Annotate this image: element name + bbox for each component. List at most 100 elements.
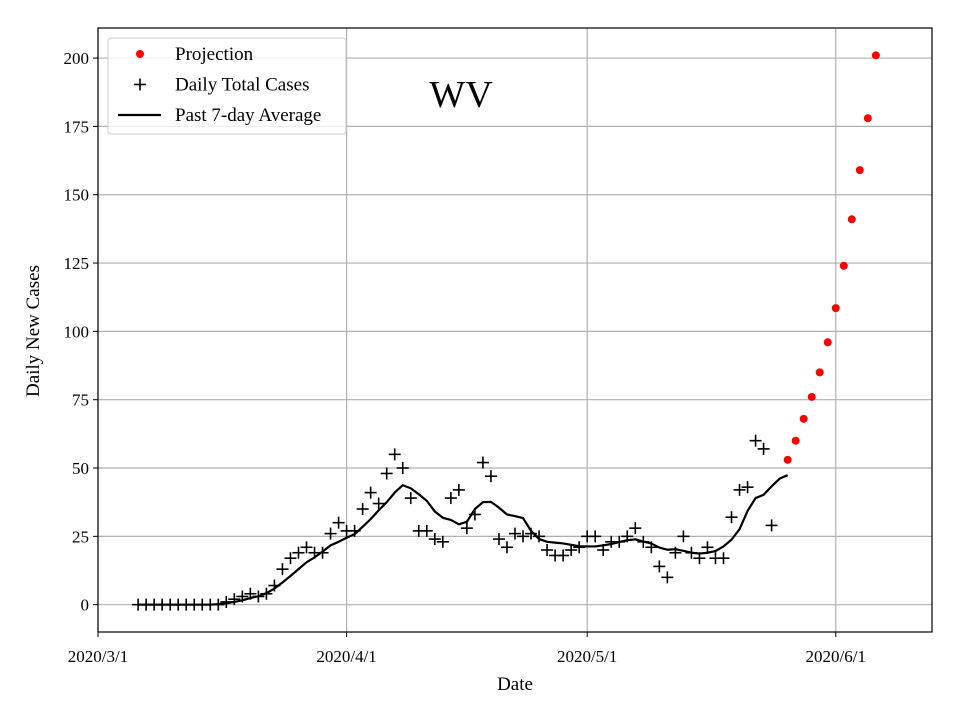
daily-case-marker [348, 524, 361, 537]
daily-case-marker [332, 516, 345, 529]
daily-case-marker [733, 483, 746, 496]
legend-label: Daily Total Cases [175, 75, 309, 96]
daily-case-marker [468, 508, 481, 521]
daily-case-marker [396, 462, 409, 475]
daily-case-marker [693, 552, 706, 565]
daily-case-marker [500, 541, 513, 554]
daily-case-marker [236, 590, 249, 603]
x-axis-label: Date [497, 674, 533, 695]
projection-point [783, 455, 792, 464]
daily-case-marker [597, 544, 610, 557]
daily-case-marker [661, 571, 674, 584]
plot-area-frame [97, 27, 933, 633]
x-tick-label: 2020/6/1 [806, 647, 866, 666]
daily-case-marker [260, 587, 273, 600]
daily-case-marker [356, 503, 369, 516]
daily-case-marker [476, 456, 489, 469]
legend-cases-marker [134, 78, 146, 91]
daily-case-marker [517, 530, 530, 543]
daily-case-marker [492, 533, 505, 546]
x-tick-label: 2020/5/1 [557, 647, 617, 666]
daily-case-marker [749, 434, 762, 447]
x-tick-label: 2020/4/1 [316, 647, 376, 666]
daily-case-marker [484, 470, 497, 483]
marker-layer [132, 51, 880, 611]
daily-case-marker [637, 535, 650, 548]
daily-case-marker [765, 519, 778, 532]
projection-point [799, 414, 808, 423]
y-tick-label: 75 [72, 391, 89, 410]
projection-point [831, 304, 840, 313]
projection-point [815, 368, 824, 377]
daily-case-marker [212, 598, 225, 611]
daily-case-marker [428, 533, 441, 546]
average-line [138, 474, 789, 606]
y-tick-label: 200 [64, 49, 90, 68]
daily-case-marker [509, 527, 521, 540]
y-tick-label: 50 [72, 459, 89, 478]
daily-case-marker [436, 535, 449, 548]
legend-entries: Projection Daily Total Cases Past 7-day Av… [118, 44, 321, 126]
y-tick-label: 0 [81, 596, 90, 615]
daily-case-marker [284, 552, 297, 565]
daily-case-marker [685, 546, 698, 559]
daily-case-marker [621, 530, 634, 543]
daily-case-marker [541, 544, 554, 557]
y-tick-label: 150 [64, 186, 90, 205]
legend-label: Past 7-day Average [175, 105, 321, 126]
projection-point [855, 166, 864, 175]
daily-case-marker [557, 549, 570, 562]
projection-point [839, 261, 848, 270]
projection-point [863, 114, 872, 123]
daily-case-marker [701, 541, 714, 554]
legend-projection-marker [136, 50, 144, 58]
x-tick-label: 2020/3/1 [68, 647, 128, 666]
grid-lines [97, 28, 932, 632]
axis-ticks: 0 25 50 75 100 125 150 175 200 2020/3/1 2020/4/1 20… [64, 49, 866, 666]
projection-point [871, 51, 880, 60]
daily-case-marker [460, 522, 473, 535]
daily-case-marker [533, 530, 546, 543]
daily-case-marker [525, 527, 538, 540]
daily-case-marker [268, 579, 281, 592]
daily-case-marker [629, 522, 642, 535]
daily-case-marker [420, 524, 433, 537]
daily-case-marker [444, 492, 457, 505]
legend-label: Projection [175, 44, 254, 65]
daily-case-marker [613, 535, 626, 548]
legend-box [107, 37, 347, 135]
daily-case-marker [252, 590, 265, 603]
daily-case-marker [228, 593, 241, 606]
daily-case-marker [757, 442, 770, 455]
projection-point [807, 392, 816, 401]
daily-case-marker [404, 492, 417, 505]
daily-case-marker [573, 541, 586, 554]
daily-case-marker [220, 595, 233, 608]
daily-case-marker [316, 546, 329, 559]
daily-case-marker [324, 527, 337, 540]
legend: Projection Daily Total Cases Past 7-day Av… [107, 37, 347, 135]
daily-case-marker [380, 467, 393, 480]
daily-case-marker [589, 530, 602, 543]
y-tick-label: 25 [72, 527, 89, 546]
daily-case-marker [717, 552, 730, 565]
daily-case-marker [725, 511, 738, 524]
daily-case-marker [452, 483, 465, 496]
projection-point [823, 338, 832, 347]
daily-case-marker [244, 587, 257, 600]
daily-case-marker [364, 486, 377, 499]
daily-case-marker [372, 497, 385, 510]
average-line-layer [138, 474, 789, 606]
daily-case-marker [276, 563, 289, 576]
daily-case-marker [741, 481, 754, 494]
daily-case-marker [677, 530, 690, 543]
y-axis-label: Daily New Cases [23, 265, 44, 397]
projection-point [791, 436, 800, 445]
daily-case-marker [669, 546, 682, 559]
chart-title: WV [429, 74, 493, 116]
daily-case-marker [565, 544, 578, 557]
y-tick-label: 125 [64, 254, 90, 273]
daily-case-marker [653, 560, 666, 573]
